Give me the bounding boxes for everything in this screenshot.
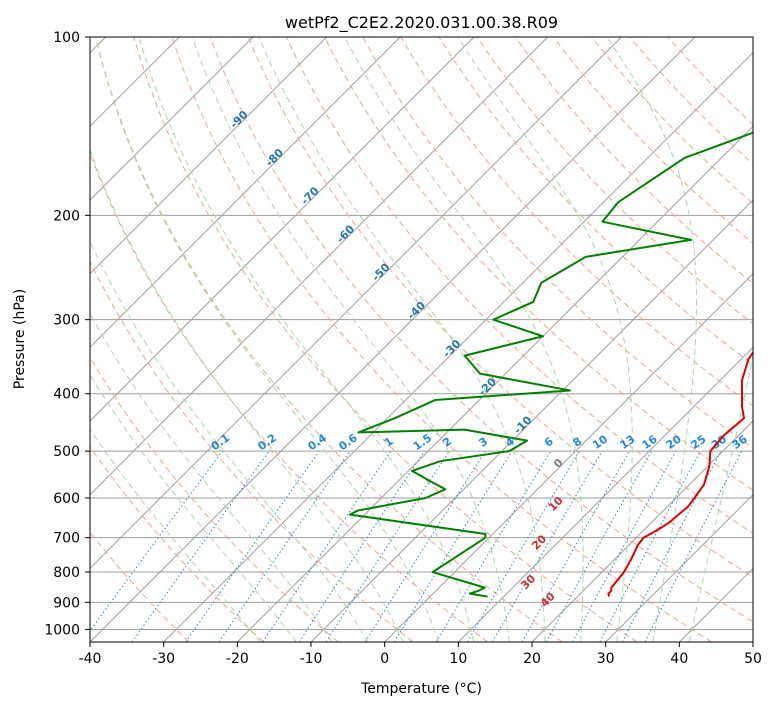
isotherm-line [163, 51, 753, 642]
mixing-ratio-line [218, 450, 351, 642]
dry-adiabat-line [90, 445, 264, 642]
y-tick-label: 100 [53, 30, 80, 46]
dry-adiabat-line [324, 37, 753, 491]
dry-adiabat-line [90, 356, 339, 642]
isotherm-line [531, 420, 753, 642]
isotherm-line [90, 37, 401, 349]
isotherm-line [90, 37, 328, 275]
moist-adiabat-line [90, 428, 261, 642]
dry-adiabat-line [95, 37, 563, 642]
isotherm-line [90, 37, 622, 570]
mixing-ratio-line [90, 450, 223, 632]
isotherm-line [384, 272, 753, 642]
y-tick-label: 300 [53, 313, 80, 329]
moist-adiabat-line [138, 37, 475, 642]
y-tick-label: 800 [53, 565, 80, 581]
temperature-series-line [607, 350, 753, 597]
mixing-ratio-line [262, 450, 392, 642]
mixing-ratio-line [572, 450, 677, 642]
isotherm-line [457, 346, 753, 642]
y-tick-label: 200 [53, 208, 80, 224]
y-tick-label: 600 [53, 491, 80, 507]
moist-adiabat-label: -100 [57, 67, 86, 96]
dry-adiabat-line [133, 37, 638, 642]
x-tick-label: -20 [226, 651, 249, 667]
isotherm-line [90, 37, 254, 201]
moist-adiabat-line [688, 353, 753, 642]
dry-adiabat-line [285, 37, 753, 534]
y-axis-label: Pressure (hPa) [12, 289, 28, 389]
moist-adiabat-line [90, 312, 333, 642]
y-tick-label: 500 [53, 444, 80, 460]
moist-adiabat-line [344, 37, 584, 642]
moist-adiabat-line [90, 240, 369, 642]
dewpoint-series-line [348, 131, 753, 598]
dry-adiabat-line [171, 37, 712, 642]
dry-adiabat-line [90, 260, 414, 642]
x-tick-label: 20 [523, 651, 541, 667]
mixing-ratio-line [393, 450, 513, 642]
x-tick-label: 10 [449, 651, 467, 667]
y-tick-label: 700 [53, 531, 80, 547]
plot-area [90, 37, 753, 642]
isotherm-line [90, 37, 549, 496]
chart-title: wetPf2_C2E2.2020.031.00.38.R09 [285, 13, 558, 33]
moist-adiabat-line [191, 37, 510, 642]
x-tick-label: 40 [670, 651, 688, 667]
y-tick-label: 400 [53, 387, 80, 403]
x-axis-label: Temperature (°C) [360, 681, 482, 697]
x-tick-label: -40 [79, 651, 102, 667]
dry-adiabat-line [476, 37, 753, 325]
x-tick-label: 30 [597, 651, 615, 667]
mixing-ratio-line [644, 450, 743, 642]
moist-adiabat-line [258, 37, 546, 642]
dry-adiabat-line [514, 37, 753, 285]
dry-adiabat-line [209, 37, 753, 623]
moist-adiabat-line [90, 373, 297, 642]
y-tick-label: 1000 [44, 622, 80, 638]
x-tick-label: -30 [152, 651, 175, 667]
x-tick-label: -10 [300, 651, 323, 667]
x-tick-label: 0 [380, 651, 389, 667]
moist-adiabat-line [90, 148, 404, 642]
y-tick-label: 900 [53, 595, 80, 611]
isotherm-line [90, 37, 696, 642]
mixing-ratio-line [545, 450, 653, 642]
mixing-ratio-line [325, 450, 450, 642]
mixing-ratio-line [521, 450, 630, 642]
isotherm-line [605, 493, 753, 642]
plot-frame [89, 36, 754, 643]
mixing-ratio-line [185, 450, 320, 642]
mixing-ratio-line [298, 450, 425, 642]
isotherm-line [90, 37, 475, 422]
x-tick-label: 50 [744, 651, 762, 667]
moist-adiabat-line [606, 37, 698, 642]
isotherm-line [752, 641, 753, 642]
dry-adiabat-line [247, 37, 753, 578]
moist-adiabat-line [94, 37, 439, 642]
mixing-ratio-line [131, 450, 270, 642]
